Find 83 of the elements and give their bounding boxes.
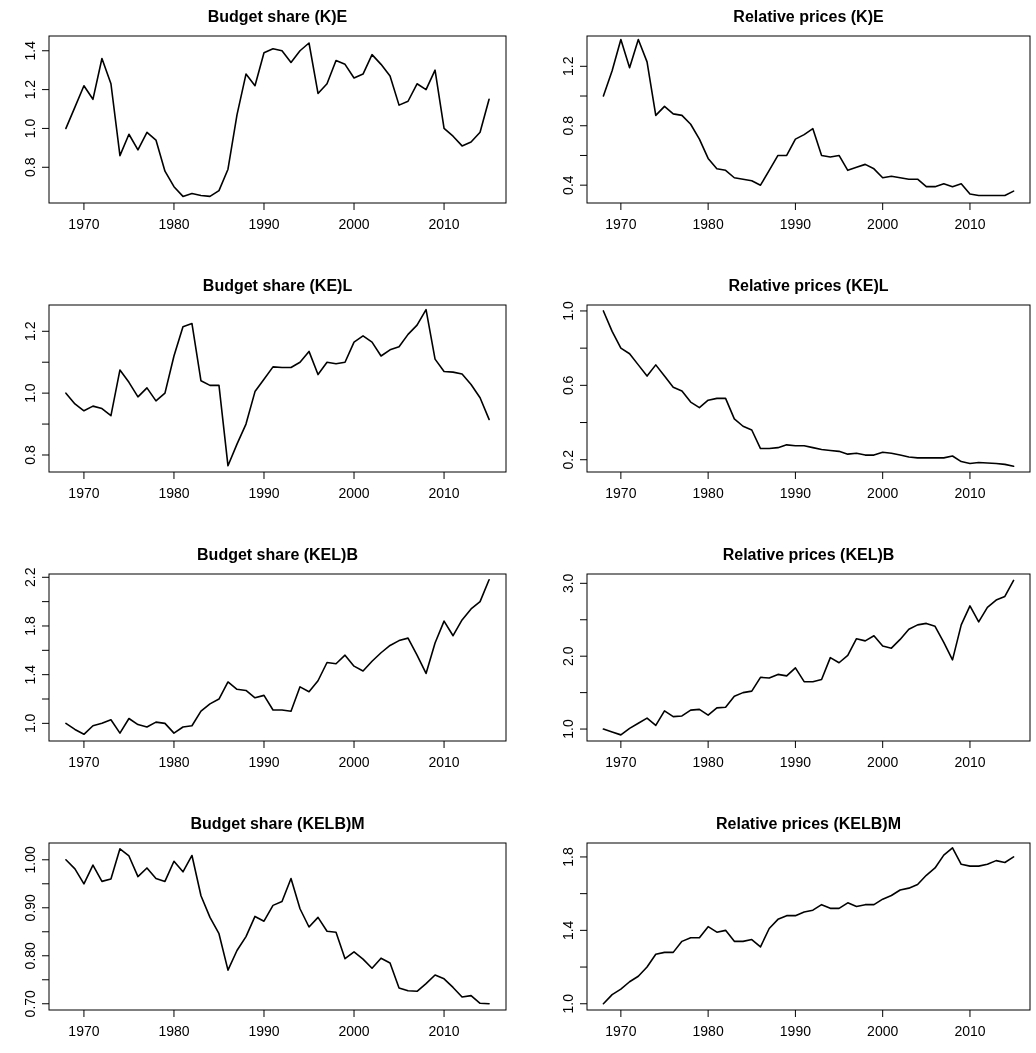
x-tick-label: 1990 <box>248 485 280 501</box>
x-tick-label: 2010 <box>428 1023 460 1039</box>
x-tick-label: 1990 <box>248 754 280 770</box>
x-tick-label: 1980 <box>692 1023 724 1039</box>
line-series <box>65 308 490 467</box>
x-tick-label: 1980 <box>158 754 190 770</box>
x-tick-label: 1980 <box>158 216 190 232</box>
x-tick-label: 1980 <box>692 216 724 232</box>
x-tick-label: 2000 <box>338 1023 370 1039</box>
x-tick-label: 1970 <box>605 216 637 232</box>
chart-title: Budget share (K)E <box>207 8 348 25</box>
x-tick-label: 2000 <box>867 1023 899 1039</box>
y-tick-label: 1.2 <box>22 321 38 342</box>
x-tick-label: 1980 <box>158 485 190 501</box>
x-tick-label: 1980 <box>692 754 724 770</box>
line-series <box>65 847 490 1005</box>
chart-title: Budget share (KELB)M <box>190 815 365 832</box>
y-tick-label: 1.0 <box>560 301 576 321</box>
line-series <box>602 579 1015 736</box>
x-tick-label: 1970 <box>605 1023 637 1039</box>
x-tick-label: 1970 <box>68 216 100 232</box>
x-tick-label: 1970 <box>68 485 100 501</box>
y-tick-label: 1.00 <box>22 845 38 874</box>
x-tick-label: 1990 <box>248 216 280 232</box>
y-tick-label: 0.4 <box>560 175 576 195</box>
x-tick-label: 2000 <box>338 485 370 501</box>
y-tick-label: 1.4 <box>560 920 576 941</box>
y-tick-label: 2.2 <box>22 567 38 588</box>
y-tick-label: 1.8 <box>560 847 576 867</box>
x-tick-label: 1990 <box>248 1023 280 1039</box>
y-tick-label: 1.2 <box>560 56 576 77</box>
y-tick-label: 1.0 <box>560 719 576 739</box>
y-tick-label: 1.8 <box>22 616 38 636</box>
x-tick-label: 1990 <box>779 485 812 501</box>
x-tick-label: 2010 <box>954 754 986 770</box>
y-tick-label: 1.0 <box>22 118 38 139</box>
x-tick-label: 2000 <box>867 216 899 232</box>
y-tick-label: 0.80 <box>22 941 38 970</box>
y-tick-label: 0.8 <box>22 157 38 177</box>
line-series <box>602 846 1015 1005</box>
x-tick-label: 1970 <box>68 754 100 770</box>
y-tick-label: 0.6 <box>560 375 576 396</box>
line-series <box>65 578 490 736</box>
x-tick-label: 1980 <box>158 1023 190 1039</box>
line-series <box>602 38 1015 197</box>
x-tick-label: 1970 <box>605 485 637 501</box>
chart-title: Relative prices (KE)L <box>728 277 889 294</box>
chart-title: Budget share (KE)L <box>202 277 353 294</box>
y-tick-label: 1.0 <box>22 713 38 734</box>
y-tick-label: 0.8 <box>560 115 576 136</box>
x-tick-label: 1990 <box>779 216 812 232</box>
x-tick-label: 1970 <box>605 754 637 770</box>
y-tick-label: 1.4 <box>22 40 38 61</box>
y-tick-label: 1.4 <box>22 664 38 685</box>
y-tick-label: 0.2 <box>560 449 576 470</box>
x-tick-label: 2010 <box>954 216 986 232</box>
y-tick-label: 3.0 <box>560 573 576 594</box>
chart-title: Relative prices (KELB)M <box>716 815 901 832</box>
y-tick-label: 1.0 <box>22 383 38 403</box>
x-tick-label: 2010 <box>428 216 460 232</box>
chart-title: Relative prices (KEL)B <box>722 546 895 563</box>
x-tick-label: 2010 <box>428 754 460 770</box>
x-tick-label: 2010 <box>428 485 460 501</box>
x-tick-label: 2000 <box>867 485 899 501</box>
y-tick-label: 0.8 <box>22 445 38 465</box>
x-tick-label: 1990 <box>779 754 812 770</box>
x-tick-label: 2010 <box>954 485 986 501</box>
x-tick-label: 2000 <box>338 754 370 770</box>
x-tick-label: 2000 <box>867 754 899 770</box>
x-tick-label: 1980 <box>692 485 724 501</box>
x-tick-label: 2010 <box>954 1023 986 1039</box>
y-tick-label: 1.0 <box>560 993 576 1014</box>
y-tick-label: 0.90 <box>22 893 38 922</box>
x-tick-label: 1970 <box>68 1023 100 1039</box>
x-tick-label: 2000 <box>338 216 370 232</box>
y-tick-label: 2.0 <box>560 646 576 666</box>
y-tick-label: 0.70 <box>22 989 38 1018</box>
chart-title: Budget share (KEL)B <box>197 546 358 563</box>
line-series <box>602 310 1015 468</box>
y-tick-label: 1.2 <box>22 79 38 100</box>
chart-title: Relative prices (K)E <box>733 8 884 25</box>
x-tick-label: 1990 <box>779 1023 812 1039</box>
line-series <box>65 42 490 198</box>
